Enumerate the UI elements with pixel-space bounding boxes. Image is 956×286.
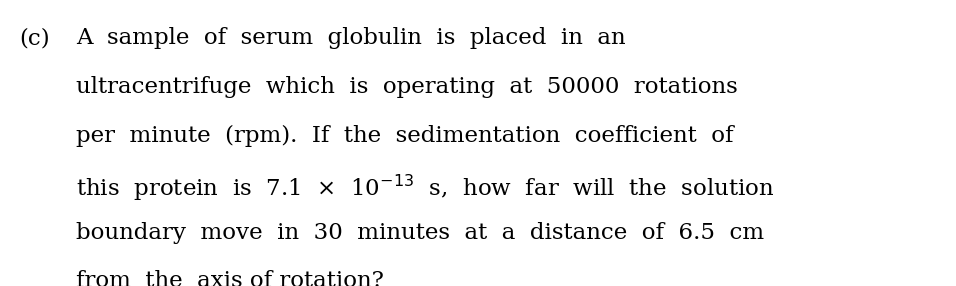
Text: from  the  axis of rotation?: from the axis of rotation? (76, 270, 384, 286)
Text: per  minute  (rpm).  If  the  sedimentation  coefficient  of: per minute (rpm). If the sedimentation c… (76, 124, 734, 146)
Text: A  sample  of  serum  globulin  is  placed  in  an: A sample of serum globulin is placed in … (76, 27, 626, 49)
Text: (c): (c) (19, 27, 50, 49)
Text: this  protein  is  7.1  ×  10$^{-13}$  s,  how  far  will  the  solution: this protein is 7.1 × 10$^{-13}$ s, how … (76, 173, 775, 203)
Text: ultracentrifuge  which  is  operating  at  50000  rotations: ultracentrifuge which is operating at 50… (76, 76, 738, 98)
Text: boundary  move  in  30  minutes  at  a  distance  of  6.5  cm: boundary move in 30 minutes at a distanc… (76, 222, 765, 244)
